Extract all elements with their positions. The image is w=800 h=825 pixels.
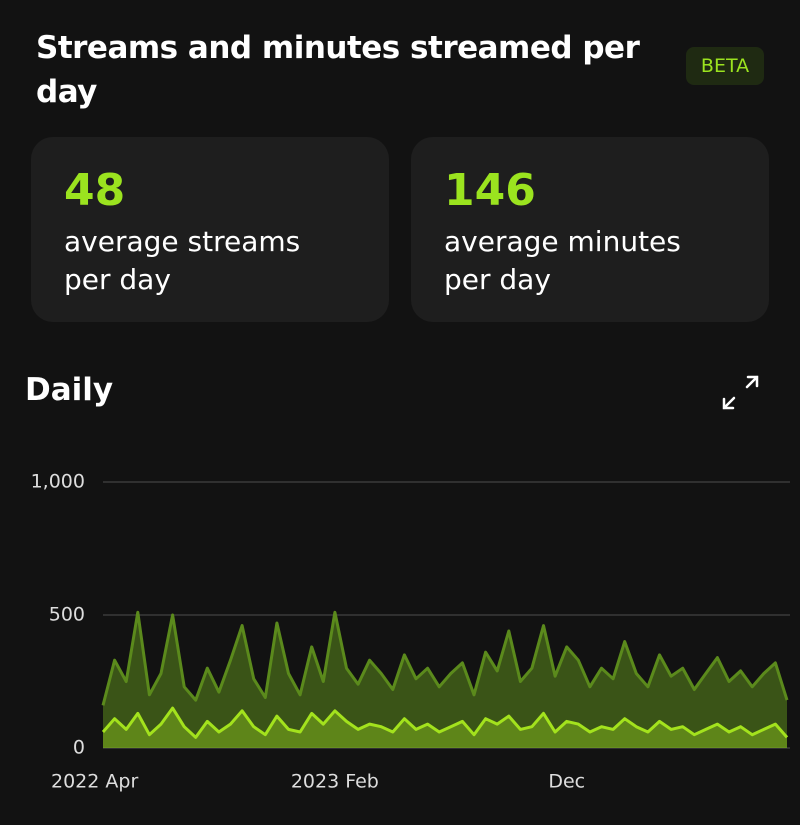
beta-badge: BETA — [686, 47, 764, 85]
page-title: Streams and minutes streamed per day — [36, 30, 640, 110]
stat-label: average minutes per day — [444, 225, 681, 296]
stat-value: 146 — [444, 165, 536, 216]
expand-arrow — [722, 396, 736, 410]
y-tick-label: 500 — [49, 604, 85, 626]
series-area — [103, 708, 787, 748]
y-tick-label: 0 — [73, 737, 85, 759]
y-tick-label: 1,000 — [31, 471, 85, 493]
stat-card: 48 average streams per day — [31, 137, 389, 322]
expand-arrow — [745, 375, 759, 389]
x-tick-label: Dec — [548, 771, 585, 793]
series-line — [101, 706, 789, 739]
chart-title: Daily — [25, 372, 114, 408]
expand-button[interactable] — [722, 375, 759, 410]
x-tick-label: 2022 Apr — [51, 771, 138, 793]
stat-label: average streams per day — [64, 225, 301, 296]
series-line — [101, 610, 789, 706]
x-tick-label: 2023 Feb — [291, 771, 379, 793]
stat-value: 48 — [64, 165, 126, 216]
stat-card: 146 average minutes per day — [411, 137, 769, 322]
